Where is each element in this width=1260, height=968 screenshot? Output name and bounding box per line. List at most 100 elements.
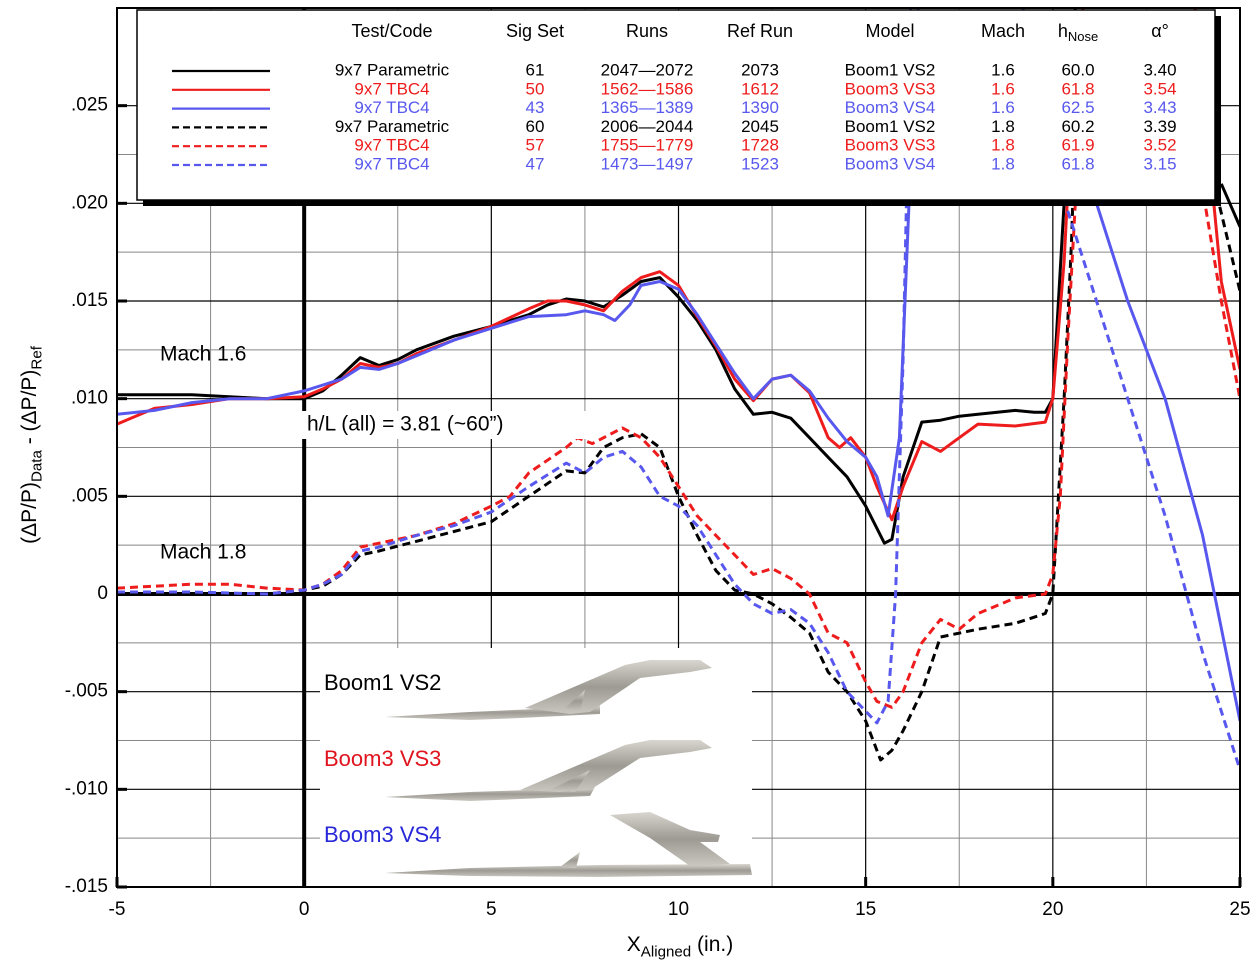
legend-cell: 1523 <box>741 154 779 173</box>
legend-cell: Boom3 VS4 <box>845 154 936 173</box>
annotation: h/L (all) = 3.81 (~60”) <box>307 413 504 436</box>
legend-cell: 43 <box>526 98 545 117</box>
legend-cell: 3.52 <box>1143 136 1176 155</box>
wing <box>525 660 712 714</box>
legend-cell: 3.39 <box>1143 117 1176 136</box>
legend-cell: 9x7 TBC4 <box>354 154 429 173</box>
legend-header: hNose <box>1058 21 1098 45</box>
legend-cell: 1473—1497 <box>601 154 694 173</box>
legend-cell: 1612 <box>741 79 779 98</box>
legend-cell: 1.6 <box>991 98 1015 117</box>
legend-cell: Boom3 VS4 <box>845 98 936 117</box>
legend-cell: 1.8 <box>991 154 1015 173</box>
legend-cell: Boom1 VS2 <box>845 60 936 79</box>
legend-cell: 3.54 <box>1143 79 1176 98</box>
y-axis-label-part: - (ΔP/P) <box>18 370 41 451</box>
legend-cell: 9x7 TBC4 <box>354 136 429 155</box>
y-tick-label: -.015 <box>65 876 108 897</box>
series-line <box>117 8 1240 762</box>
legend-cell: 3.15 <box>1143 154 1176 173</box>
wing <box>610 812 730 866</box>
legend-header: Mach <box>981 21 1025 41</box>
aircraft-2 <box>385 740 712 801</box>
legend-header: Test/Code <box>351 21 432 41</box>
legend-header: Model <box>865 21 914 41</box>
legend-cell: 9x7 Parametric <box>335 117 450 136</box>
legend-cell: 1365—1389 <box>601 98 694 117</box>
legend-cell: 60.0 <box>1061 60 1094 79</box>
legend-cell: 2047—2072 <box>601 60 694 79</box>
x-axis-label-sub: Aligned <box>641 943 691 960</box>
y-tick-label: .015 <box>71 290 108 311</box>
x-tick-label: 15 <box>855 899 876 920</box>
legend-cell: 1.6 <box>991 79 1015 98</box>
aircraft-3 <box>385 812 752 877</box>
legend-header: α° <box>1151 21 1169 41</box>
inset-label: Boom3 VS3 <box>324 746 441 771</box>
x-tick-label: 20 <box>1042 899 1063 920</box>
legend-cell: Boom3 VS3 <box>845 136 936 155</box>
legend-cell: 62.5 <box>1061 98 1094 117</box>
tail <box>550 770 590 792</box>
plot-frame <box>116 7 1241 888</box>
legend-cell: 2045 <box>741 117 779 136</box>
legend-cell: 9x7 TBC4 <box>354 79 429 98</box>
legend-cell: 61.9 <box>1061 136 1094 155</box>
tail <box>560 852 580 868</box>
legend-cell: 1755—1779 <box>601 136 694 155</box>
legend-cell: 9x7 Parametric <box>335 60 450 79</box>
legend-cell: 1.6 <box>991 60 1015 79</box>
series-line <box>117 8 1240 545</box>
legend-cell: 61 <box>526 60 545 79</box>
legend-cell: 61.8 <box>1061 154 1094 173</box>
x-axis-label-part: X <box>627 933 641 956</box>
legend-cell: 1728 <box>741 136 779 155</box>
inset-label: Boom3 VS4 <box>324 822 441 847</box>
y-tick-label: .020 <box>71 192 108 213</box>
annotation-bg <box>302 411 598 439</box>
legend-cell: 50 <box>526 79 545 98</box>
y-tick-label: -.005 <box>65 681 108 702</box>
annotation: Mach 1.8 <box>160 541 246 564</box>
tail <box>565 690 585 712</box>
y-tick-label: .005 <box>71 485 108 506</box>
y-tick-label: .025 <box>71 95 108 116</box>
y-tick-label: .010 <box>71 388 108 409</box>
legend-cell: 60 <box>526 117 545 136</box>
legend-cell: 1390 <box>741 98 779 117</box>
legend-cell: 1.8 <box>991 117 1015 136</box>
legend-cell: 2073 <box>741 60 779 79</box>
x-tick-label: 10 <box>668 899 689 920</box>
legend-cell: 61.8 <box>1061 79 1094 98</box>
x-axis-label: XAligned (in.) <box>627 933 733 961</box>
legend-cell: 2006—2044 <box>601 117 694 136</box>
inset: Boom1 VS2 Boom3 VS3 Boom3 VS4 <box>320 648 752 886</box>
x-tick-label: 25 <box>1229 899 1250 920</box>
y-axis-label: (ΔP/P)Data - (ΔP/P)Ref <box>18 345 46 544</box>
legend-cell: 1562—1586 <box>601 79 694 98</box>
legend-cell: Boom3 VS3 <box>845 79 936 98</box>
legend-header: Sig Set <box>506 21 564 41</box>
legend-header-part: h <box>1058 21 1068 41</box>
x-tick-label: -5 <box>109 899 126 920</box>
inset-label: Boom1 VS2 <box>324 670 441 695</box>
fuselage <box>385 864 752 877</box>
x-tick-label: 5 <box>486 899 497 920</box>
legend: Test/Code Sig Set Runs Ref Run Model Mach hNos… <box>136 9 1221 206</box>
labels: .025 .020 .015 .010 .005 0 -.005 -.010 -.015-5 0 5… <box>18 95 1251 961</box>
x-tick-label: 0 <box>299 899 310 920</box>
legend-cell: 57 <box>526 136 545 155</box>
legend-header: Runs <box>626 21 668 41</box>
legend-cell: 3.40 <box>1143 60 1176 79</box>
legend-cell: 3.43 <box>1143 98 1176 117</box>
wing <box>520 740 712 792</box>
y-axis-label-sub: Data <box>28 450 45 483</box>
aircraft-1 <box>385 660 712 720</box>
x-axis-label-part: (in.) <box>691 933 733 956</box>
legend-cell: 47 <box>526 154 545 173</box>
legend-header: Ref Run <box>727 21 793 41</box>
legend-cell: 1.8 <box>991 136 1015 155</box>
legend-cell: Boom1 VS2 <box>845 117 936 136</box>
legend-box <box>136 9 1216 201</box>
